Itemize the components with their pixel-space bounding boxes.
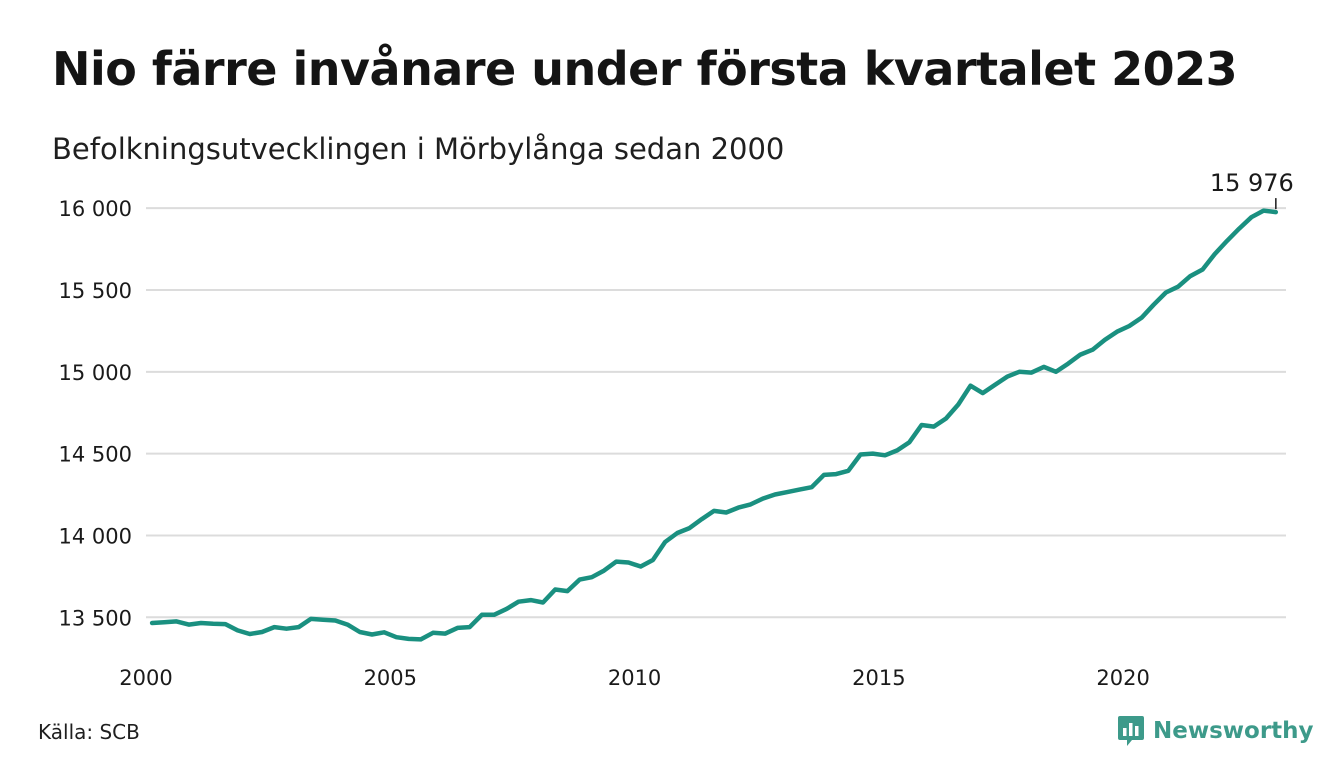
x-tick-label: 2000 <box>119 666 172 690</box>
y-tick-label: 14 500 <box>59 443 132 467</box>
y-tick-label: 15 500 <box>59 279 132 303</box>
series-line-0 <box>149 208 1279 642</box>
brand-logo[interactable]: Newsworthy <box>1117 713 1314 749</box>
y-axis-ticks: 13 500 14 000 14 500 15 000 15 500 16 000 <box>59 197 132 630</box>
x-axis-ticks: 2000 2005 2010 2015 2020 <box>119 666 1150 690</box>
x-tick-label: 2010 <box>608 666 661 690</box>
grid-lines <box>146 207 1286 619</box>
x-tick-label: 2020 <box>1096 666 1149 690</box>
y-tick-label: 15 000 <box>59 361 132 385</box>
series-layer <box>149 208 1279 642</box>
x-tick-label: 2005 <box>364 666 417 690</box>
annotation-label: 15 976 <box>1210 169 1294 197</box>
chart-title: Nio färre invånare under första kvartale… <box>52 42 1238 96</box>
source-note: Källa: SCB <box>38 720 140 744</box>
chart-subtitle: Befolkningsutvecklingen i Mörbylånga sed… <box>52 132 785 166</box>
x-tick-label: 2015 <box>852 666 905 690</box>
y-tick-label: 14 000 <box>59 524 132 548</box>
annotation-layer: 15 976 <box>1210 169 1294 210</box>
y-tick-label: 13 500 <box>59 606 132 630</box>
y-tick-label: 16 000 <box>59 197 132 221</box>
newsworthy-logo-icon <box>1118 716 1144 746</box>
brand-name: Newsworthy <box>1153 718 1314 744</box>
